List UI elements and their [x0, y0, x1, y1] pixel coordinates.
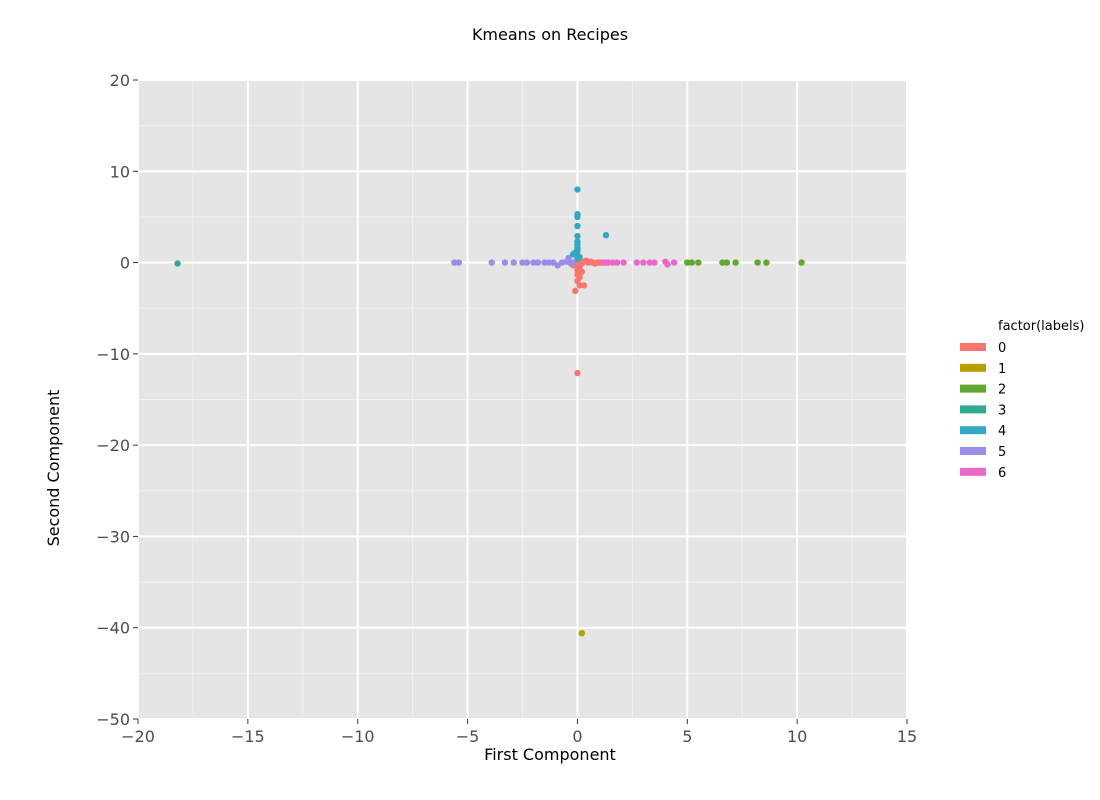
data-point-cluster-5	[451, 259, 458, 266]
data-point-cluster-5	[569, 259, 577, 266]
legend-label-5: 5	[998, 445, 1006, 460]
y-axis-ticks: 20 10 0 −10 −20 −30 −40 −50	[96, 71, 138, 729]
x-axis-ticks: −20 −15 −10 −5 0 5 10 15	[121, 719, 917, 746]
chart-title: Kmeans on Recipes	[472, 25, 628, 44]
data-point-cluster-3	[174, 260, 181, 267]
data-point-cluster-5	[510, 259, 517, 266]
data-point-cluster-0	[574, 369, 581, 377]
data-point-cluster-2	[723, 259, 731, 266]
data-point-cluster-0	[580, 282, 588, 289]
data-point-cluster-5	[501, 259, 509, 266]
data-point-cluster-2	[684, 259, 691, 266]
legend-title: factor(labels)	[998, 319, 1084, 334]
x-tick-label: 10	[787, 727, 807, 746]
legend-key-1	[960, 363, 986, 372]
legend-label-2: 2	[998, 383, 1006, 398]
y-tick-label: 20	[110, 71, 130, 90]
legend-key-0	[960, 343, 986, 351]
data-point-cluster-2	[763, 259, 770, 266]
data-point-cluster-6	[670, 259, 678, 266]
legend-key-5	[960, 447, 986, 455]
data-point-cluster-4	[574, 186, 581, 193]
legend-label-6: 6	[998, 466, 1006, 481]
data-point-cluster-5	[541, 259, 548, 266]
data-point-cluster-4	[574, 255, 581, 263]
data-point-cluster-5	[545, 259, 553, 266]
data-point-cluster-6	[609, 259, 616, 266]
legend-key-4	[960, 426, 986, 435]
data-point-cluster-5	[488, 259, 495, 266]
x-tick-label: −20	[121, 727, 155, 746]
legend-label-1: 1	[998, 362, 1006, 377]
x-tick-label: −15	[231, 727, 265, 746]
x-tick-label: 0	[572, 727, 582, 746]
legend-label-4: 4	[998, 424, 1006, 439]
y-tick-label: −10	[96, 345, 130, 364]
data-point-cluster-2	[798, 259, 805, 266]
data-point-cluster-4	[574, 222, 581, 230]
legend: factor(labels) 0 1 2 3 4 5 6	[960, 319, 1084, 481]
data-point-cluster-5	[534, 259, 542, 266]
data-points	[174, 186, 805, 637]
x-tick-label: −10	[341, 727, 375, 746]
data-point-cluster-2	[754, 259, 761, 266]
data-point-cluster-5	[565, 254, 572, 262]
legend-key-2	[960, 384, 986, 393]
y-axis-label: Second Component	[44, 390, 63, 547]
y-tick-label: 10	[110, 162, 130, 181]
legend-key-6	[960, 467, 986, 476]
data-point-cluster-4	[574, 232, 581, 240]
legend-label-3: 3	[998, 403, 1006, 418]
data-point-cluster-4	[602, 231, 610, 239]
data-point-cluster-4	[574, 213, 581, 221]
data-point-cluster-0	[572, 287, 579, 295]
y-tick-label: −30	[96, 527, 130, 546]
data-point-cluster-6	[640, 259, 647, 266]
data-point-cluster-5	[530, 259, 537, 266]
data-point-cluster-0	[596, 259, 603, 266]
y-tick-label: −50	[96, 710, 130, 729]
data-point-cluster-5	[523, 259, 531, 266]
data-point-cluster-5	[519, 259, 526, 266]
x-axis-label: First Component	[484, 745, 616, 764]
y-tick-label: −20	[96, 436, 130, 455]
data-point-cluster-6	[613, 259, 621, 266]
data-point-cluster-1	[578, 629, 586, 637]
data-point-cluster-6	[651, 259, 658, 266]
major-grid	[137, 79, 908, 720]
legend-label-0: 0	[998, 341, 1006, 356]
data-point-cluster-6	[600, 259, 607, 266]
data-point-cluster-2	[732, 259, 739, 266]
data-point-cluster-6	[662, 258, 669, 265]
data-point-cluster-6	[633, 259, 640, 266]
minor-grid	[138, 80, 907, 719]
y-tick-label: 0	[120, 254, 130, 273]
data-point-cluster-5	[455, 259, 462, 266]
data-point-cluster-2	[688, 259, 695, 266]
data-point-cluster-2	[695, 259, 702, 266]
x-tick-label: 5	[682, 727, 692, 746]
data-point-cluster-6	[646, 259, 654, 266]
x-tick-label: −5	[456, 727, 480, 746]
data-point-cluster-6	[604, 259, 612, 266]
legend-key-3	[960, 405, 986, 414]
x-tick-label: 15	[897, 727, 917, 746]
data-point-cluster-2	[719, 259, 726, 266]
y-tick-label: −40	[96, 619, 130, 638]
data-point-cluster-6	[620, 259, 627, 266]
